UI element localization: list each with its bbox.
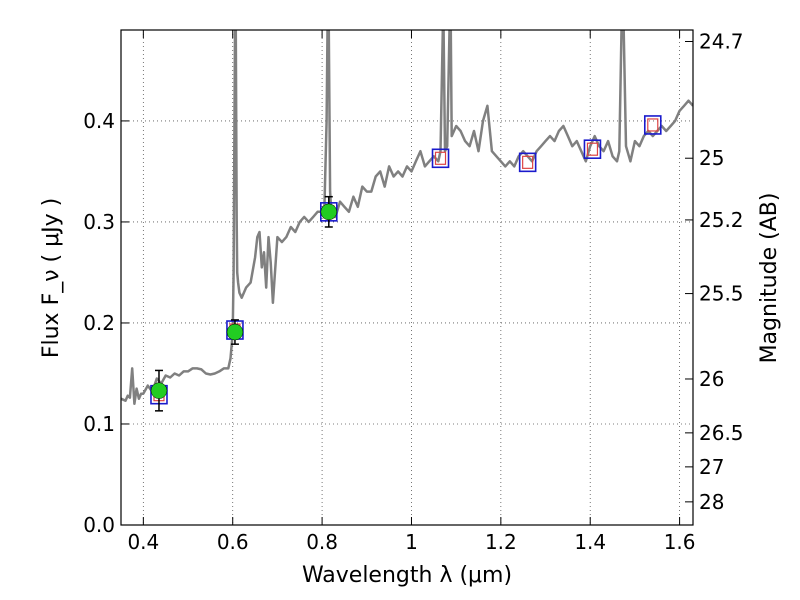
y-tick-label: 0.1: [83, 412, 115, 436]
y2-tick-label: 28: [699, 490, 724, 514]
x-tick-label: 1.6: [664, 530, 696, 554]
observed-point: [226, 323, 244, 341]
model-inner-box: [434, 151, 447, 165]
x-tick-label: 0.6: [217, 530, 249, 554]
model-inner-box: [522, 155, 534, 169]
plot-frame: [120, 29, 694, 526]
y-tick-label: 0.0: [83, 513, 115, 537]
plot-background: [121, 30, 693, 525]
x-tick-label: 0.8: [306, 530, 338, 554]
svg-text:Magnitude (AB): Magnitude (AB): [757, 193, 782, 364]
y2-tick-label: 25.5: [699, 282, 744, 306]
y2-tick-label: 25: [699, 146, 724, 170]
y-tick-label: 0.3: [83, 210, 115, 234]
data-layer: [121, 30, 693, 412]
y-tick-label: 0.4: [83, 109, 115, 133]
spectrum-line: [121, 30, 693, 406]
observed-point: [320, 203, 338, 221]
svg-text:Flux F_ν ( μJy ): Flux F_ν ( μJy ): [39, 198, 64, 358]
x-tick-label: 0.4: [127, 530, 159, 554]
y2-tick-label: 25.2: [699, 208, 744, 232]
y2-tick-label: 24.7: [699, 29, 744, 53]
model-box: [431, 148, 450, 169]
y2-tick-label: 26.5: [699, 421, 744, 445]
x-axis-label: Wavelength λ (μm): [302, 563, 512, 588]
model-box: [643, 115, 662, 135]
y2-axis-label: Magnitude (AB): [757, 193, 782, 364]
model-inner-box: [647, 118, 659, 132]
model-inner-box: [586, 142, 599, 156]
observed-point: [150, 382, 168, 399]
y-axis-label: Flux F_ν ( μJy ): [39, 198, 64, 358]
x-tick-label: 1: [405, 530, 418, 554]
y-tick-label: 0.2: [83, 311, 115, 335]
y2-tick-label: 27: [699, 455, 724, 479]
ticks: 0.4 0.6 0.8 1 1.2 1.4 1.6 0.0 0.1 0.2 0.3 0.4 24.7 25…: [83, 29, 743, 554]
x-tick-label: 1.2: [485, 530, 517, 554]
x-tick-label: 1.4: [574, 530, 606, 554]
model-box: [583, 139, 602, 160]
model-box: [518, 152, 537, 173]
y2-tick-label: 26: [699, 367, 724, 391]
